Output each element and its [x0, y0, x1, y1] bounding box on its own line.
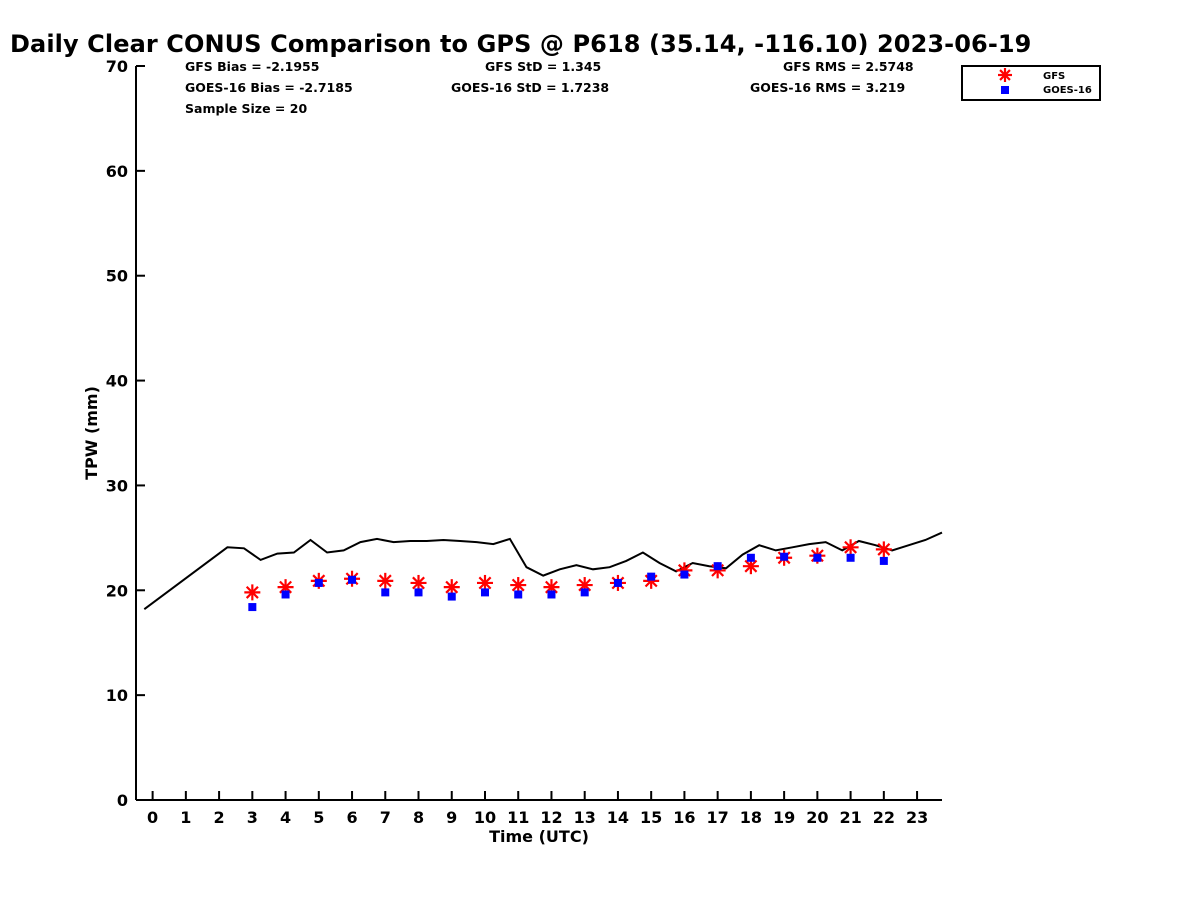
x-tick-label: 12 — [540, 808, 562, 827]
y-tick-label: 0 — [117, 791, 128, 810]
goes-point — [281, 590, 290, 599]
legend-gfs-asterisk — [998, 68, 1012, 82]
x-tick-label: 1 — [180, 808, 191, 827]
gfs-point — [443, 579, 460, 596]
goes-point — [414, 588, 423, 597]
x-axis-label: Time (UTC) — [489, 827, 589, 846]
x-tick-label: 7 — [380, 808, 391, 827]
x-tick-label: 14 — [607, 808, 629, 827]
gfs-point — [875, 541, 892, 558]
x-tick-label: 8 — [413, 808, 424, 827]
legend-goes-marker — [1001, 86, 1009, 94]
goes-point — [514, 590, 523, 599]
goes-bias-text: GOES-16 Bias = -2.7185 — [185, 80, 353, 95]
gfs-std-text: GFS StD = 1.345 — [485, 59, 601, 74]
x-tick-label: 21 — [839, 808, 861, 827]
y-tick-label: 50 — [106, 267, 128, 286]
goes-point — [580, 588, 589, 597]
y-axis-label: TPW (mm) — [82, 386, 101, 480]
x-tick-label: 3 — [247, 808, 258, 827]
x-tick-label: 16 — [673, 808, 695, 827]
gfs-point — [476, 574, 493, 591]
x-tick-label: 10 — [474, 808, 496, 827]
goes-point — [746, 553, 755, 562]
legend: GFS GOES-16 — [961, 65, 1101, 101]
gfs-point — [377, 572, 394, 589]
gfs-point — [510, 577, 527, 594]
gfs-bias-text: GFS Bias = -2.1955 — [185, 59, 319, 74]
x-tick-label: 20 — [806, 808, 828, 827]
series-layer — [143, 531, 943, 612]
gfs-point — [410, 574, 427, 591]
goes-point — [447, 592, 456, 601]
y-tick-label: 20 — [106, 581, 128, 600]
x-tick-label: 4 — [280, 808, 291, 827]
x-tick-label: 15 — [640, 808, 662, 827]
x-tick-label: 13 — [574, 808, 596, 827]
gps-line — [143, 531, 943, 611]
goes-point — [314, 578, 323, 587]
goes-point — [248, 603, 257, 612]
legend-box — [961, 65, 1101, 101]
goes-point — [547, 590, 556, 599]
gfs-point — [842, 539, 859, 556]
x-tick-label: 11 — [507, 808, 529, 827]
goes-point — [381, 588, 390, 597]
y-tick-label: 40 — [106, 372, 128, 391]
goes-rms-text: GOES-16 RMS = 3.219 — [750, 80, 905, 95]
goes-point — [348, 575, 357, 584]
gfs-point — [244, 584, 261, 601]
goes-std-text: GOES-16 StD = 1.7238 — [451, 80, 609, 95]
gfs-rms-text: GFS RMS = 2.5748 — [783, 59, 914, 74]
legend-goes-label: GOES-16 — [1043, 85, 1092, 96]
goes-point — [647, 572, 656, 581]
x-tick-label: 6 — [346, 808, 357, 827]
x-tick-label: 17 — [707, 808, 729, 827]
x-tick-label: 2 — [214, 808, 225, 827]
x-tick-label: 19 — [773, 808, 795, 827]
x-tick-label: 18 — [740, 808, 762, 827]
goes-point — [813, 553, 822, 562]
x-tick-label: 9 — [446, 808, 457, 827]
x-tick-label: 5 — [313, 808, 324, 827]
y-tick-label: 70 — [106, 57, 128, 76]
x-tick-label: 0 — [147, 808, 158, 827]
legend-gfs-marker — [998, 68, 1012, 82]
goes-point — [879, 556, 888, 565]
y-tick-label: 30 — [106, 476, 128, 495]
goes-point — [713, 562, 722, 571]
legend-gfs-label: GFS — [1043, 71, 1065, 82]
goes-point — [613, 578, 622, 587]
y-tick-label: 10 — [106, 686, 128, 705]
x-tick-label: 23 — [906, 808, 928, 827]
goes-point — [480, 588, 489, 597]
x-tick-label: 22 — [873, 808, 895, 827]
sample-size-text: Sample Size = 20 — [185, 101, 307, 116]
goes-point — [846, 553, 855, 562]
y-tick-label: 60 — [106, 162, 128, 181]
chart-title: Daily Clear CONUS Comparison to GPS @ P6… — [10, 30, 1032, 58]
stats-block: GFS Bias = -2.1955 GFS StD = 1.345 GFS R… — [185, 59, 914, 116]
goes-point — [680, 570, 689, 579]
goes-point — [780, 552, 789, 561]
